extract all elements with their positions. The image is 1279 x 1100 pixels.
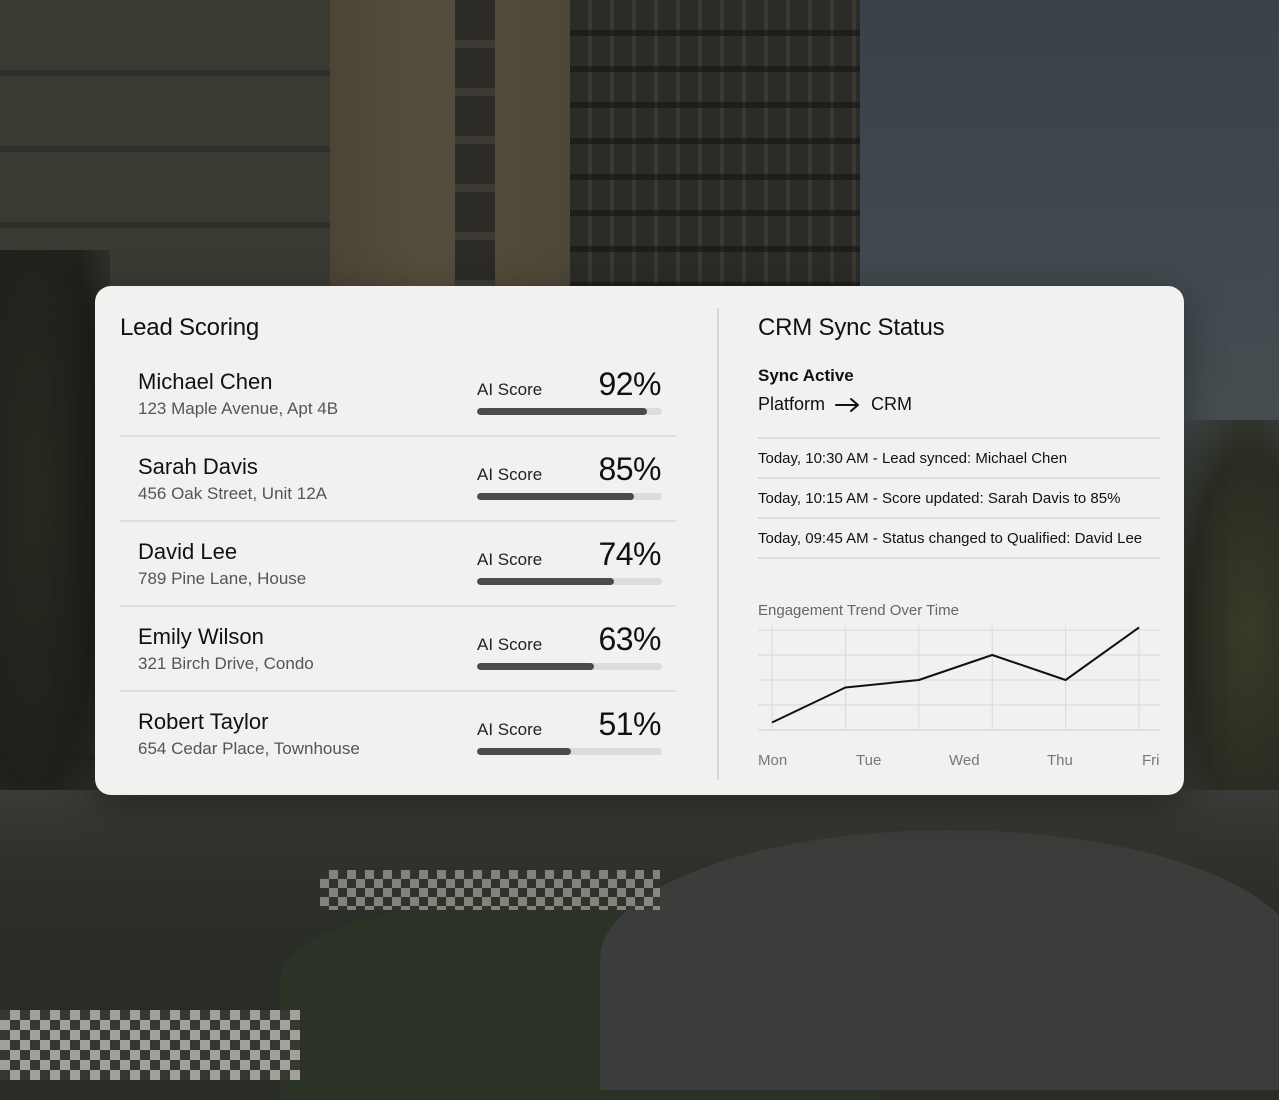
panel-divider [717,308,719,780]
dashboard-card: Lead Scoring Michael Chen 123 Maple Aven… [95,286,1184,795]
log-entry: Today, 09:45 AM - Status changed to Qual… [758,519,1160,559]
lead-scoring-title: Lead Scoring [120,314,260,341]
crm-sync-title: CRM Sync Status [758,314,945,341]
checker-paving-front [0,1010,300,1080]
lead-address: 123 Maple Avenue, Apt 4B [138,399,339,418]
score-bar-fill [477,578,614,585]
score-bar [477,578,662,585]
score-bar [477,663,662,670]
lead-address: 654 Cedar Place, Townhouse [138,739,360,758]
lead-row[interactable]: David Lee 789 Pine Lane, House AI Score … [120,522,676,607]
x-tick-label: Wed [949,752,980,769]
lead-address: 789 Pine Lane, House [138,569,307,588]
ai-score-value: 85% [598,451,661,487]
sync-source: Platform [758,394,826,414]
sync-target: CRM [871,394,913,414]
engagement-line-chart [758,626,1160,731]
lead-name: David Lee [138,539,238,564]
ai-score-label: AI Score [477,720,543,739]
log-entry: Today, 10:15 AM - Score updated: Sarah D… [758,479,1160,519]
lead-list: Michael Chen 123 Maple Avenue, Apt 4B AI… [120,352,676,777]
x-tick-label: Fri [1142,752,1160,769]
ai-score-label: AI Score [477,465,543,484]
lead-address: 321 Birch Drive, Condo [138,654,314,673]
sync-flow: Platform CRM [758,394,912,415]
x-tick-label: Thu [1047,752,1073,769]
ai-score-label: AI Score [477,550,543,569]
chart-x-axis: Mon Tue Wed Thu Fri [758,752,1168,772]
walkway [600,830,1279,1090]
ai-score-value: 92% [598,366,661,402]
ai-score-label: AI Score [477,380,543,399]
trees-right [1179,420,1279,840]
lead-address: 456 Oak Street, Unit 12A [138,484,327,503]
log-entry: Today, 10:30 AM - Lead synced: Michael C… [758,439,1160,479]
ai-score-value: 51% [598,706,661,742]
sync-status: Sync Active [758,366,854,385]
ai-score-value: 63% [598,621,661,657]
arrow-right-icon [835,397,860,412]
lead-name: Emily Wilson [138,624,264,649]
score-bar-fill [477,748,572,755]
palm-trees [0,250,110,850]
lead-row[interactable]: Emily Wilson 321 Birch Drive, Condo AI S… [120,607,676,692]
score-bar-fill [477,493,635,500]
lead-name: Robert Taylor [138,709,269,734]
score-bar [477,493,662,500]
x-tick-label: Mon [758,752,788,769]
score-bar-fill [477,408,648,415]
checker-paving [320,870,660,910]
lead-row[interactable]: Sarah Davis 456 Oak Street, Unit 12A AI … [120,437,676,522]
chart-title: Engagement Trend Over Time [758,602,959,619]
sync-log: Today, 10:30 AM - Lead synced: Michael C… [758,437,1160,559]
x-tick-label: Tue [856,752,882,769]
lead-name: Michael Chen [138,369,273,394]
ai-score-value: 74% [598,536,661,572]
lead-row[interactable]: Robert Taylor 654 Cedar Place, Townhouse… [120,692,676,777]
score-bar [477,748,662,755]
lead-row[interactable]: Michael Chen 123 Maple Avenue, Apt 4B AI… [120,352,676,437]
lead-name: Sarah Davis [138,454,258,479]
score-bar-fill [477,663,594,670]
score-bar [477,408,662,415]
ai-score-label: AI Score [477,635,543,654]
